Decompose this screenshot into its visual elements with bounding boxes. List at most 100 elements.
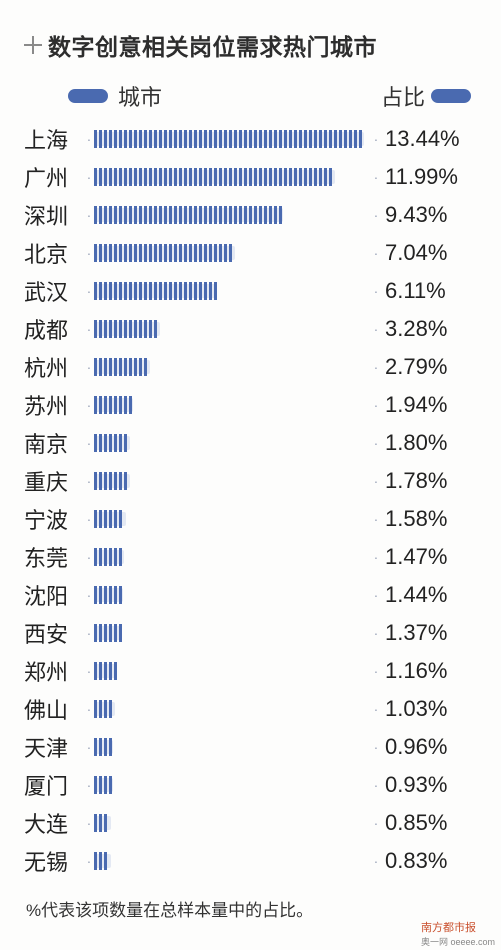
bar xyxy=(94,737,369,757)
dot-separator: · xyxy=(371,511,381,527)
legend-city-label: 城市 xyxy=(118,80,162,112)
dot-separator: · xyxy=(84,625,94,641)
city-label: 杭州 xyxy=(24,351,84,383)
table-row: 宁波··1.58% xyxy=(24,500,477,538)
table-row: 西安··1.37% xyxy=(24,614,477,652)
dot-separator: · xyxy=(371,701,381,717)
bar xyxy=(94,813,369,833)
table-row: 广州··11.99% xyxy=(24,158,477,196)
dot-separator: · xyxy=(371,245,381,261)
dot-separator: · xyxy=(371,359,381,375)
dot-separator: · xyxy=(371,169,381,185)
dot-separator: · xyxy=(371,739,381,755)
city-label: 郑州 xyxy=(24,655,84,687)
dot-separator: · xyxy=(84,511,94,527)
pct-label: 1.80% xyxy=(381,430,477,456)
city-label: 南京 xyxy=(24,427,84,459)
pct-label: 1.78% xyxy=(381,468,477,494)
dot-separator: · xyxy=(84,359,94,375)
table-row: 东莞··1.47% xyxy=(24,538,477,576)
table-row: 佛山··1.03% xyxy=(24,690,477,728)
chart-title: 数字创意相关岗位需求热门城市 xyxy=(48,28,377,62)
dot-separator: · xyxy=(84,397,94,413)
dot-separator: · xyxy=(84,739,94,755)
footnote: %代表该项数量在总样本量中的占比。 xyxy=(24,896,477,921)
dot-separator: · xyxy=(84,815,94,831)
bar xyxy=(94,851,369,871)
city-label: 深圳 xyxy=(24,199,84,231)
dot-separator: · xyxy=(84,245,94,261)
table-row: 苏州··1.94% xyxy=(24,386,477,424)
pct-label: 2.79% xyxy=(381,354,477,380)
dot-separator: · xyxy=(84,207,94,223)
pct-label: 1.58% xyxy=(381,506,477,532)
city-label: 宁波 xyxy=(24,503,84,535)
dot-separator: · xyxy=(371,397,381,413)
legend-pill-left xyxy=(68,89,108,103)
city-label: 东莞 xyxy=(24,541,84,573)
pct-label: 3.28% xyxy=(381,316,477,342)
city-label: 大连 xyxy=(24,807,84,839)
bar xyxy=(94,509,369,529)
table-row: 上海··13.44% xyxy=(24,120,477,158)
pct-label: 0.93% xyxy=(381,772,477,798)
dot-separator: · xyxy=(84,777,94,793)
dot-separator: · xyxy=(84,549,94,565)
bar xyxy=(94,433,369,453)
city-label: 上海 xyxy=(24,123,84,155)
table-row: 深圳··9.43% xyxy=(24,196,477,234)
city-label: 广州 xyxy=(24,161,84,193)
dot-separator: · xyxy=(371,473,381,489)
pct-label: 1.94% xyxy=(381,392,477,418)
watermark-line2: 奥一网 oeeee.com xyxy=(421,935,495,948)
city-label: 佛山 xyxy=(24,693,84,725)
table-row: 重庆··1.78% xyxy=(24,462,477,500)
dot-separator: · xyxy=(84,321,94,337)
table-row: 南京··1.80% xyxy=(24,424,477,462)
bar xyxy=(94,585,369,605)
bar xyxy=(94,547,369,567)
city-label: 西安 xyxy=(24,617,84,649)
bar xyxy=(94,319,369,339)
bar xyxy=(94,243,369,263)
pct-label: 0.85% xyxy=(381,810,477,836)
pct-label: 6.11% xyxy=(381,278,477,304)
dot-separator: · xyxy=(84,663,94,679)
bar xyxy=(94,167,369,187)
table-row: 无锡··0.83% xyxy=(24,842,477,880)
plus-icon xyxy=(24,36,42,54)
city-label: 天津 xyxy=(24,731,84,763)
pct-label: 1.16% xyxy=(381,658,477,684)
dot-separator: · xyxy=(84,701,94,717)
bar xyxy=(94,281,369,301)
dot-separator: · xyxy=(371,283,381,299)
dot-separator: · xyxy=(371,625,381,641)
dot-separator: · xyxy=(371,131,381,147)
bar xyxy=(94,357,369,377)
table-row: 杭州··2.79% xyxy=(24,348,477,386)
bar xyxy=(94,471,369,491)
dot-separator: · xyxy=(84,283,94,299)
data-rows: 上海··13.44%广州··11.99%深圳··9.43%北京··7.04%武汉… xyxy=(24,120,477,880)
dot-separator: · xyxy=(84,587,94,603)
watermark-line1: 南方都市报 xyxy=(421,922,476,934)
pct-label: 9.43% xyxy=(381,202,477,228)
bar xyxy=(94,775,369,795)
bar xyxy=(94,205,369,225)
table-row: 大连··0.85% xyxy=(24,804,477,842)
table-row: 沈阳··1.44% xyxy=(24,576,477,614)
bar xyxy=(94,661,369,681)
pct-label: 1.37% xyxy=(381,620,477,646)
legend-row: 城市 占比 xyxy=(24,80,477,112)
city-label: 北京 xyxy=(24,237,84,269)
city-label: 重庆 xyxy=(24,465,84,497)
bar xyxy=(94,623,369,643)
dot-separator: · xyxy=(371,207,381,223)
table-row: 武汉··6.11% xyxy=(24,272,477,310)
dot-separator: · xyxy=(84,169,94,185)
city-label: 苏州 xyxy=(24,389,84,421)
pct-label: 1.47% xyxy=(381,544,477,570)
title-row: 数字创意相关岗位需求热门城市 xyxy=(24,28,477,62)
pct-label: 0.96% xyxy=(381,734,477,760)
dot-separator: · xyxy=(84,131,94,147)
